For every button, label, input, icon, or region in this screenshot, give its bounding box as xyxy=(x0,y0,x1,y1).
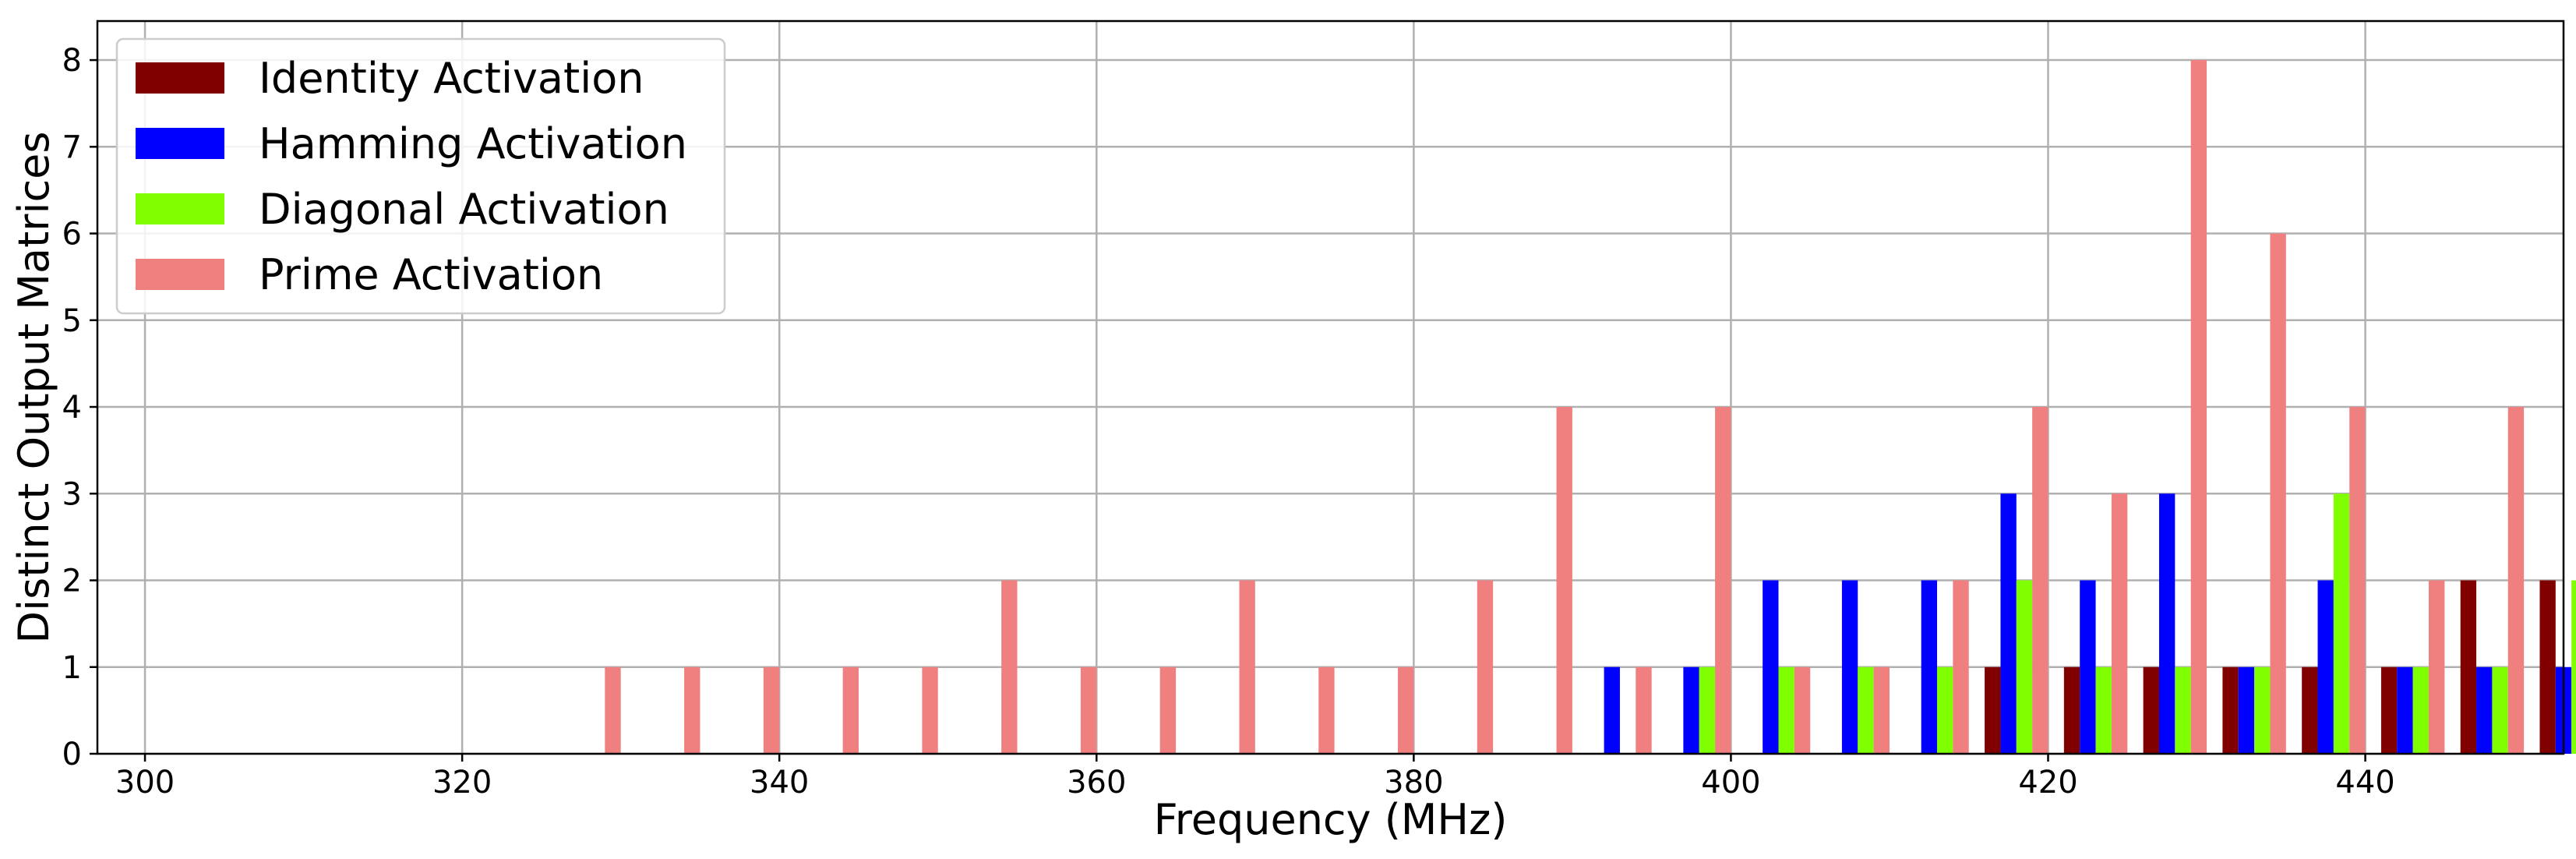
bar-diagonal-activation xyxy=(1778,666,1794,754)
bar-diagonal-activation xyxy=(2492,666,2508,754)
bar-identity-activation xyxy=(2302,666,2318,754)
bar-diagonal-activation xyxy=(2016,580,2033,754)
bar-prime-activation xyxy=(2349,407,2366,754)
legend-label-hamming-activation: Hamming Activation xyxy=(259,119,687,168)
x-tick-label: 340 xyxy=(750,765,809,801)
legend-swatch-prime-activation xyxy=(136,259,224,290)
y-axis-ticks: 0 1 2 3 4 5 6 7 8 xyxy=(62,43,97,772)
bar-identity-activation xyxy=(2222,666,2239,754)
bar-diagonal-activation xyxy=(1937,666,1953,754)
x-tick-label: 320 xyxy=(432,765,492,801)
bar-diagonal-activation xyxy=(2412,666,2429,754)
x-axis-ticks: 300 320 340 360 380 400 420 440 xyxy=(115,754,2395,801)
legend-label-identity-activation: Identity Activation xyxy=(259,54,644,103)
bar-prime-activation xyxy=(2270,233,2286,754)
bar-prime-activation xyxy=(1159,666,1177,754)
bar-prime-activation xyxy=(1873,666,1890,754)
y-tick-label: 6 xyxy=(62,217,82,253)
bar-prime-activation xyxy=(1001,580,1018,754)
bar-prime-activation xyxy=(684,666,700,754)
bar-hamming-activation xyxy=(2397,666,2413,754)
legend-label-diagonal-activation: Diagonal Activation xyxy=(259,185,669,234)
bar-identity-activation xyxy=(2539,580,2556,754)
bar-hamming-activation xyxy=(2476,666,2493,754)
y-tick-label: 5 xyxy=(62,303,82,339)
bar-prime-activation xyxy=(1636,666,1652,754)
bar-diagonal-activation xyxy=(2571,580,2576,754)
bars xyxy=(605,60,2576,754)
legend-label-prime-activation: Prime Activation xyxy=(259,250,603,299)
bar-hamming-activation xyxy=(1683,666,1699,754)
bar-hamming-activation xyxy=(2000,493,2017,754)
y-axis-label: Distinct Output Matrices xyxy=(9,132,58,644)
x-tick-label: 300 xyxy=(115,765,175,801)
bar-prime-activation xyxy=(2111,493,2128,754)
y-tick-label: 7 xyxy=(62,129,82,165)
legend-swatch-identity-activation xyxy=(136,62,224,94)
bar-hamming-activation xyxy=(1921,580,1938,754)
bar-prime-activation xyxy=(2507,407,2525,754)
bar-diagonal-activation xyxy=(2333,493,2350,754)
x-tick-label: 380 xyxy=(1384,765,1443,801)
bar-prime-activation xyxy=(1556,407,1572,754)
bar-prime-activation xyxy=(1239,580,1255,754)
y-tick-label: 0 xyxy=(62,737,82,772)
bar-identity-activation xyxy=(2460,580,2477,754)
bar-prime-activation xyxy=(1080,666,1097,754)
bar-diagonal-activation xyxy=(1858,666,1874,754)
bar-identity-activation xyxy=(2143,666,2159,754)
bar-prime-activation xyxy=(1398,666,1414,754)
bar-diagonal-activation xyxy=(1699,666,1716,754)
bar-prime-activation xyxy=(605,666,621,754)
bar-diagonal-activation xyxy=(2254,666,2271,754)
bar-prime-activation xyxy=(2032,407,2048,754)
x-tick-label: 360 xyxy=(1067,765,1126,801)
bar-identity-activation xyxy=(2380,666,2398,754)
bar-prime-activation xyxy=(1318,666,1335,754)
legend-swatch-diagonal-activation xyxy=(136,193,224,224)
bar-hamming-activation xyxy=(2080,580,2096,754)
bar-prime-activation xyxy=(842,666,859,754)
x-tick-label: 400 xyxy=(1701,765,1760,801)
x-tick-label: 440 xyxy=(2335,765,2394,801)
bar-prime-activation xyxy=(1794,666,1811,754)
bar-prime-activation xyxy=(763,666,780,754)
legend: Identity Activation Hamming Activation Dia… xyxy=(115,37,726,315)
bar-identity-activation xyxy=(1985,666,2001,754)
bar-hamming-activation xyxy=(1604,666,1620,754)
bar-hamming-activation xyxy=(2317,580,2334,754)
bar-diagonal-activation xyxy=(2175,666,2191,754)
y-tick-label: 3 xyxy=(62,476,82,512)
bar-prime-activation xyxy=(1953,580,1969,754)
bar-prime-activation xyxy=(2190,60,2207,754)
bar-hamming-activation xyxy=(1763,580,1779,754)
x-axis-label: Frequency (MHz) xyxy=(1154,795,1508,844)
bar-hamming-activation xyxy=(2238,666,2255,754)
bar-diagonal-activation xyxy=(2095,666,2112,754)
legend-box xyxy=(115,37,726,315)
bar-hamming-activation xyxy=(2158,493,2175,754)
y-tick-label: 4 xyxy=(62,390,82,426)
x-tick-label: 420 xyxy=(2018,765,2077,801)
bar-identity-activation xyxy=(2063,666,2080,754)
bar-hamming-activation xyxy=(1841,580,1858,754)
legend-swatch-hamming-activation xyxy=(136,128,224,159)
bar-prime-activation xyxy=(922,666,938,754)
bar-prime-activation xyxy=(1477,580,1494,754)
plot-frame xyxy=(96,19,2565,755)
bar-prime-activation xyxy=(2428,580,2445,754)
y-tick-label: 1 xyxy=(62,650,82,686)
bar-prime-activation xyxy=(1715,407,1731,754)
y-tick-label: 2 xyxy=(62,564,82,599)
y-tick-label: 8 xyxy=(62,43,82,79)
